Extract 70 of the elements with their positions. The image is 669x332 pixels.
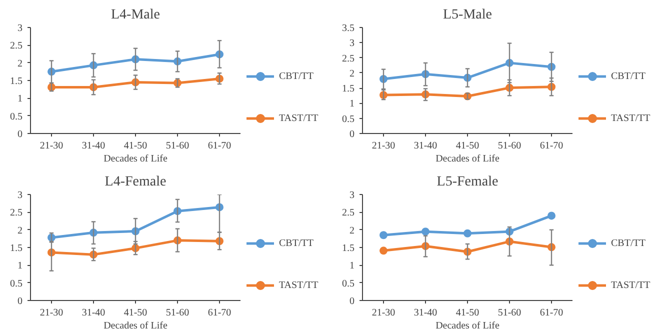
legend-label: CBT/TT bbox=[279, 238, 314, 248]
legend-label: TAST/TT bbox=[279, 112, 318, 124]
y-tick-label: 0 bbox=[350, 296, 354, 307]
y-tick-label: 0 bbox=[350, 129, 354, 140]
y-tick-label: 1 bbox=[18, 260, 22, 272]
y-tick-label: 2.5 bbox=[10, 208, 22, 219]
y-tick-label: 2 bbox=[18, 58, 22, 70]
legend-label: TAST/TT bbox=[279, 280, 318, 290]
x-tick-label: 51-60 bbox=[498, 140, 522, 152]
y-tick-label: 2 bbox=[350, 225, 354, 236]
legend-label: TAST/TT bbox=[611, 280, 650, 290]
y-tick-label: 0.5 bbox=[342, 278, 354, 290]
x-tick-label: 61-70 bbox=[208, 308, 232, 318]
point bbox=[464, 229, 472, 238]
point bbox=[380, 246, 388, 255]
y-tick-label: 0 bbox=[18, 296, 22, 307]
legend-label: CBT/TT bbox=[611, 70, 646, 82]
y-tick-label: 2.5 bbox=[342, 208, 354, 219]
chart-title: L5-Male bbox=[443, 8, 492, 22]
y-tick-label: 2 bbox=[18, 225, 22, 236]
x-tick-label: 31-40 bbox=[82, 308, 106, 318]
y-tick-label: 1 bbox=[18, 94, 22, 105]
x-tick-label: 21-30 bbox=[40, 140, 64, 152]
y-tick-label: 2.5 bbox=[10, 40, 22, 52]
y-tick-label: 3 bbox=[350, 190, 354, 201]
y-tick-label: 0.5 bbox=[10, 278, 22, 290]
x-axis-title: Decades of Life bbox=[436, 154, 500, 164]
x-axis-title: Decades of Life bbox=[104, 320, 168, 332]
x-tick-label: 61-70 bbox=[540, 308, 564, 318]
chart-title: L4-Female bbox=[104, 174, 166, 190]
x-tick-label: 31-40 bbox=[414, 140, 438, 152]
x-tick-label: 31-40 bbox=[82, 140, 106, 152]
x-tick-label: 51-60 bbox=[166, 140, 190, 152]
x-axis-title: Decades of Life bbox=[104, 154, 168, 164]
legend-label: CBT/TT bbox=[611, 238, 646, 248]
point bbox=[422, 228, 430, 236]
y-tick-label: 3 bbox=[350, 38, 354, 50]
legend-label: CBT/TT bbox=[279, 70, 314, 82]
y-tick-label: 1.5 bbox=[342, 84, 354, 95]
x-axis-title: Decades of Life bbox=[436, 320, 500, 332]
y-tick-label: 2.5 bbox=[342, 53, 354, 64]
y-tick-label: 1.5 bbox=[10, 243, 22, 254]
point bbox=[548, 212, 556, 220]
y-tick-label: 0 bbox=[18, 129, 22, 140]
x-tick-label: 41-50 bbox=[124, 140, 148, 152]
x-tick-label: 21-30 bbox=[372, 308, 396, 318]
legend-label: TAST/TT bbox=[611, 112, 650, 124]
y-tick-label: 1 bbox=[350, 260, 354, 272]
y-tick-label: 3 bbox=[18, 23, 22, 34]
chart-title: L5-Female bbox=[436, 174, 498, 190]
y-tick-label: 3.5 bbox=[342, 23, 354, 34]
y-tick-label: 1.5 bbox=[10, 76, 22, 87]
x-tick-label: 21-30 bbox=[40, 308, 64, 318]
x-tick-label: 21-30 bbox=[372, 140, 396, 152]
y-tick-label: 0.5 bbox=[342, 114, 354, 125]
x-tick-label: 31-40 bbox=[414, 308, 438, 318]
x-tick-label: 61-70 bbox=[540, 140, 564, 152]
y-tick-label: 1 bbox=[350, 98, 354, 110]
x-tick-label: 51-60 bbox=[166, 308, 190, 318]
y-tick-label: 0.5 bbox=[10, 111, 22, 122]
y-tick-label: 1.5 bbox=[342, 243, 354, 254]
x-tick-label: 61-70 bbox=[208, 140, 232, 152]
x-tick-label: 41-50 bbox=[456, 308, 480, 318]
point bbox=[380, 231, 388, 240]
y-tick-label: 3 bbox=[18, 190, 22, 201]
x-tick-label: 41-50 bbox=[124, 308, 148, 318]
x-tick-label: 41-50 bbox=[456, 140, 480, 152]
chart-title: L4-Male bbox=[111, 8, 160, 22]
y-tick-label: 2 bbox=[350, 68, 354, 80]
x-tick-label: 51-60 bbox=[498, 308, 522, 318]
